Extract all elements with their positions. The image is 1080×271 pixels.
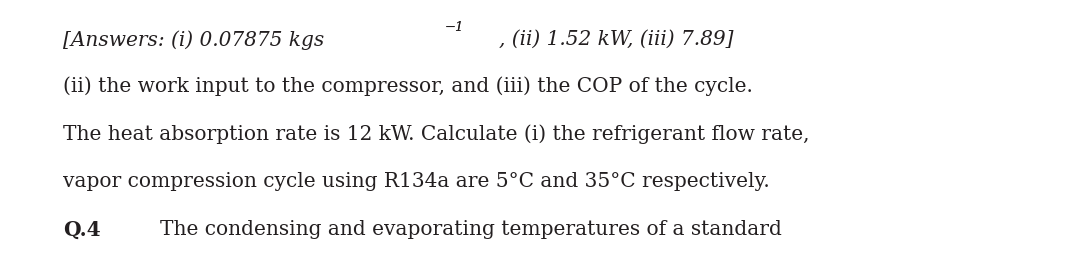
Text: Q.4: Q.4 — [63, 220, 100, 240]
Text: −1: −1 — [445, 21, 464, 34]
Text: (ii) the work input to the compressor, and (iii) the COP of the cycle.: (ii) the work input to the compressor, a… — [63, 76, 753, 96]
Text: [Answers: (i) 0.07875 kgs: [Answers: (i) 0.07875 kgs — [63, 30, 324, 50]
Text: vapor compression cycle using R134a are 5°C and 35°C respectively.: vapor compression cycle using R134a are … — [63, 172, 769, 191]
Text: −1: −1 — [445, 21, 464, 34]
Text: The heat absorption rate is 12 kW. Calculate (i) the refrigerant flow rate,: The heat absorption rate is 12 kW. Calcu… — [63, 124, 809, 144]
Text: , (ii) 1.52 kW, (iii) 7.89]: , (ii) 1.52 kW, (iii) 7.89] — [499, 30, 733, 49]
Text: The condensing and evaporating temperatures of a standard: The condensing and evaporating temperatu… — [160, 220, 782, 239]
